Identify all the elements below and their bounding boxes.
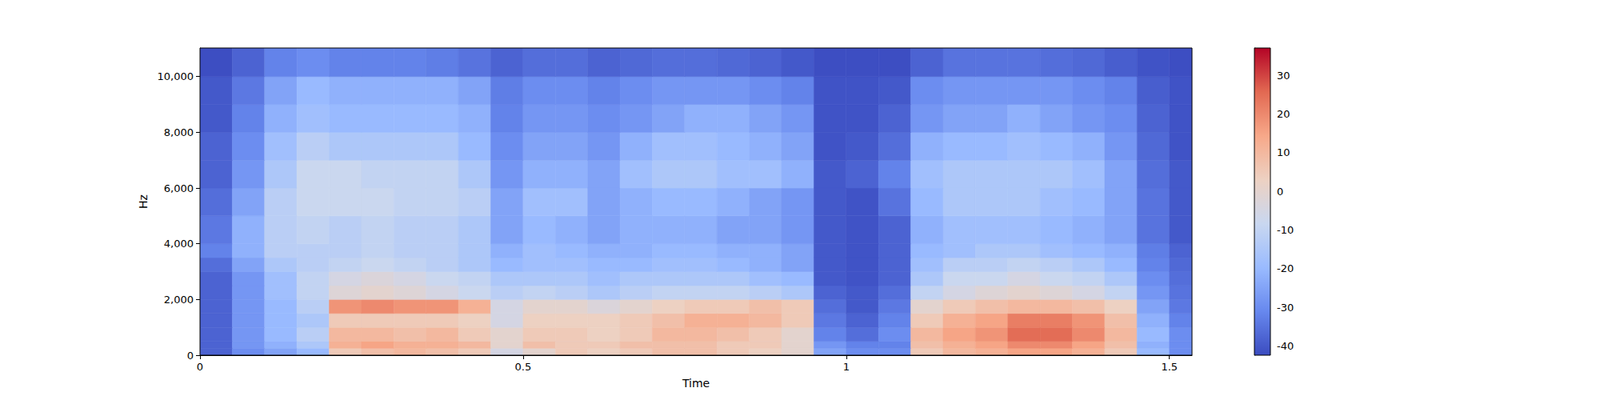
- svg-text:0: 0: [1276, 185, 1284, 198]
- svg-text:-40: -40: [1276, 340, 1294, 352]
- svg-text:10,000: 10,000: [157, 70, 195, 83]
- svg-text:2,000: 2,000: [164, 293, 194, 306]
- svg-text:10: 10: [1276, 146, 1291, 159]
- svg-text:0: 0: [196, 360, 204, 373]
- svg-text:Hz: Hz: [136, 194, 150, 209]
- svg-text:Time: Time: [681, 376, 710, 390]
- svg-text:30: 30: [1276, 69, 1291, 82]
- svg-text:-10: -10: [1276, 224, 1294, 236]
- svg-text:6,000: 6,000: [164, 182, 194, 195]
- svg-text:-20: -20: [1276, 262, 1294, 275]
- svg-text:0: 0: [187, 349, 194, 362]
- svg-text:1.5: 1.5: [1160, 360, 1178, 373]
- svg-text:4,000: 4,000: [164, 237, 194, 250]
- svg-text:8,000: 8,000: [164, 126, 194, 139]
- svg-text:1: 1: [843, 360, 850, 373]
- svg-text:0.5: 0.5: [515, 360, 532, 373]
- svg-text:-30: -30: [1276, 301, 1294, 314]
- svg-text:20: 20: [1276, 108, 1291, 120]
